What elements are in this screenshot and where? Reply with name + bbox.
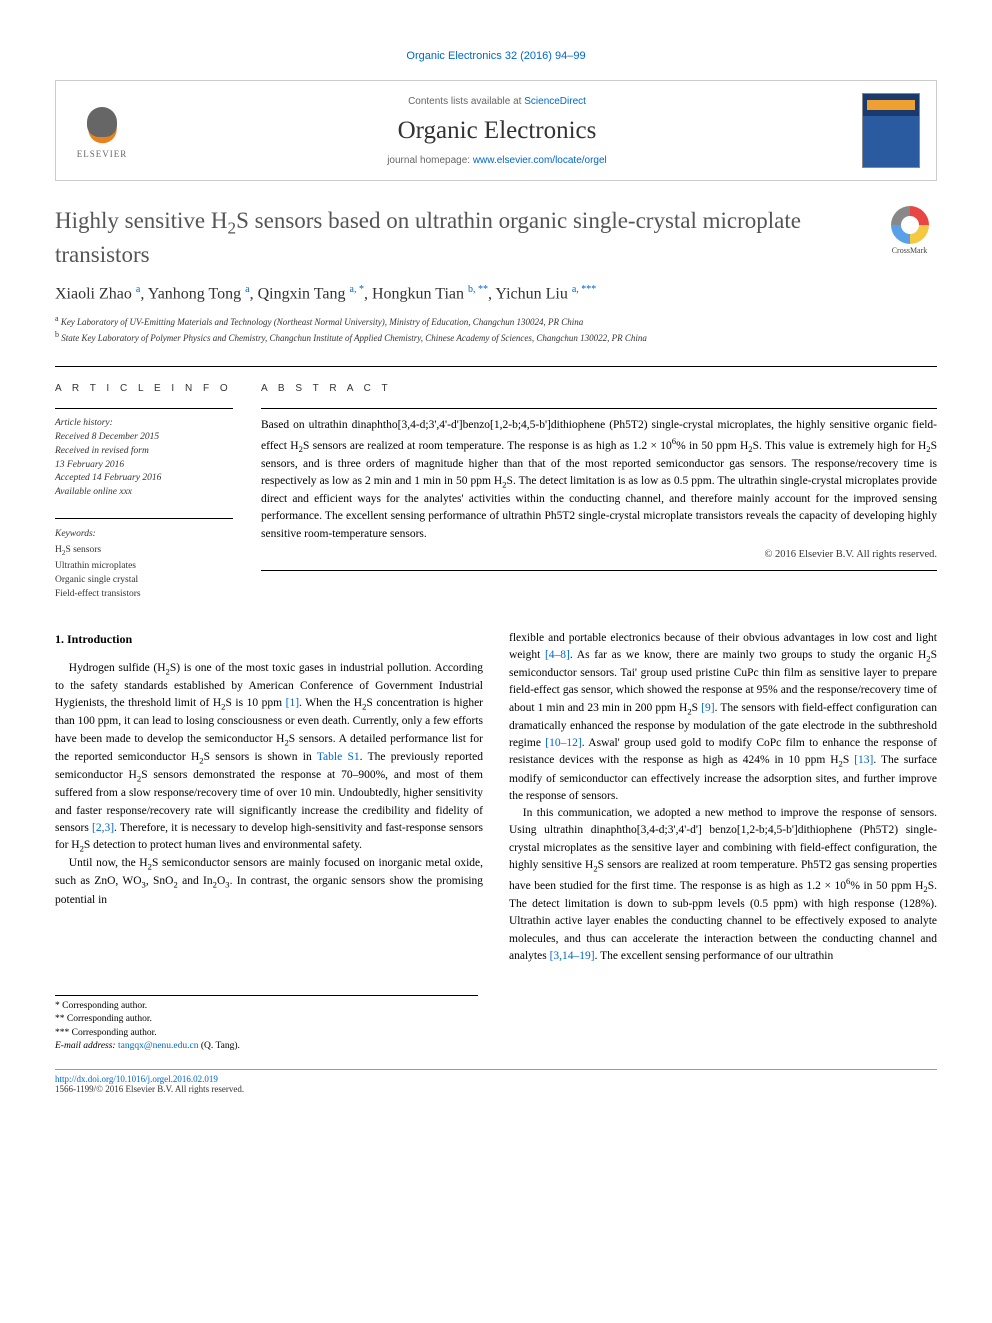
article-info-column: A R T I C L E I N F O Article history: R… [55, 383, 233, 601]
corresponding-email-link[interactable]: tangqx@nenu.edu.cn [118, 1041, 199, 1051]
affil-sup: a [55, 314, 59, 323]
history-revised-1: Received in revised form [55, 445, 233, 459]
abstract-column: A B S T R A C T Based on ultrathin dinap… [261, 383, 937, 601]
article-info-label: A R T I C L E I N F O [55, 383, 233, 394]
publisher-name: ELSEVIER [72, 149, 132, 159]
journal-reference: Organic Electronics 32 (2016) 94–99 [55, 50, 937, 62]
history-online: Available online xxx [55, 486, 233, 500]
contents-prefix: Contents lists available at [408, 96, 524, 107]
journal-cover-thumbnail [862, 93, 920, 168]
corresponding-2: ** Corresponding author. [55, 1013, 478, 1026]
keywords: Keywords: H2S sensorsUltrathin microplat… [55, 527, 233, 602]
divider [55, 366, 937, 367]
article-history: Article history: Received 8 December 201… [55, 417, 233, 500]
keywords-label: Keywords: [55, 527, 233, 541]
abstract-copyright: © 2016 Elsevier B.V. All rights reserved… [261, 549, 937, 560]
history-label: Article history: [55, 417, 233, 431]
keywords-list: H2S sensorsUltrathin microplatesOrganic … [55, 545, 141, 599]
email-label: E-mail address: [55, 1041, 116, 1051]
doi-link[interactable]: http://dx.doi.org/10.1016/j.orgel.2016.0… [55, 1074, 218, 1084]
left-column: 1. Introduction Hydrogen sulfide (H2S) i… [55, 630, 483, 966]
email-suffix: (Q. Tang). [199, 1041, 240, 1051]
affil-text: State Key Laboratory of Polymer Physics … [61, 333, 647, 343]
sciencedirect-link[interactable]: ScienceDirect [524, 96, 586, 107]
crossmark-icon [891, 206, 929, 244]
homepage-prefix: journal homepage: [387, 155, 473, 166]
affil-text: Key Laboratory of UV-Emitting Materials … [61, 317, 583, 327]
crossmark-label: CrossMark [882, 246, 937, 255]
contents-available: Contents lists available at ScienceDirec… [132, 96, 862, 107]
divider [55, 408, 233, 409]
crossmark-widget[interactable]: CrossMark [882, 206, 937, 255]
affiliation-a: a Key Laboratory of UV-Emitting Material… [55, 313, 937, 329]
divider [261, 570, 937, 571]
history-received: Received 8 December 2015 [55, 431, 233, 445]
abstract-text: Based on ultrathin dinaphtho[3,4-d;3',4'… [261, 417, 937, 543]
corresponding-1: * Corresponding author. [55, 1000, 478, 1013]
body-text: 1. Introduction Hydrogen sulfide (H2S) i… [55, 630, 937, 966]
issn-copyright: 1566-1199/© 2016 Elsevier B.V. All right… [55, 1084, 937, 1094]
right-column: flexible and portable electronics becaus… [509, 630, 937, 966]
doi-block: http://dx.doi.org/10.1016/j.orgel.2016.0… [55, 1069, 937, 1094]
divider [261, 408, 937, 409]
article-title: Highly sensitive H2S sensors based on ul… [55, 206, 870, 270]
history-accepted: Accepted 14 February 2016 [55, 472, 233, 486]
affiliation-b: b State Key Laboratory of Polymer Physic… [55, 329, 937, 345]
divider [55, 518, 233, 519]
authors-list: Xiaoli Zhao a, Yanhong Tong a, Qingxin T… [55, 284, 937, 303]
right-column-text: flexible and portable electronics becaus… [509, 630, 937, 966]
affil-sup: b [55, 330, 59, 339]
left-column-text: Hydrogen sulfide (H2S) is one of the mos… [55, 660, 483, 909]
abstract-label: A B S T R A C T [261, 383, 937, 394]
publisher-logo: ELSEVIER [72, 102, 132, 159]
journal-name: Organic Electronics [132, 117, 862, 145]
history-revised-2: 13 February 2016 [55, 459, 233, 473]
email-line: E-mail address: tangqx@nenu.edu.cn (Q. T… [55, 1040, 478, 1053]
homepage-link[interactable]: www.elsevier.com/locate/orgel [473, 155, 607, 166]
corresponding-3: *** Corresponding author. [55, 1027, 478, 1040]
journal-homepage: journal homepage: www.elsevier.com/locat… [132, 155, 862, 166]
masthead: ELSEVIER Contents lists available at Sci… [55, 80, 937, 181]
affiliations: a Key Laboratory of UV-Emitting Material… [55, 313, 937, 344]
elsevier-tree-icon [80, 102, 125, 147]
footnotes: * Corresponding author. ** Corresponding… [55, 995, 478, 1053]
section-heading: 1. Introduction [55, 630, 483, 648]
